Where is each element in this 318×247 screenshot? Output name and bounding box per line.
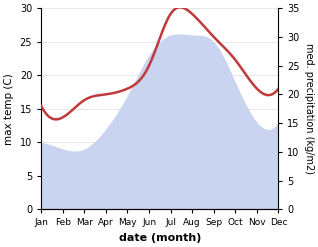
Y-axis label: med. precipitation (kg/m2): med. precipitation (kg/m2) xyxy=(304,43,314,174)
Y-axis label: max temp (C): max temp (C) xyxy=(4,73,14,144)
X-axis label: date (month): date (month) xyxy=(119,233,201,243)
